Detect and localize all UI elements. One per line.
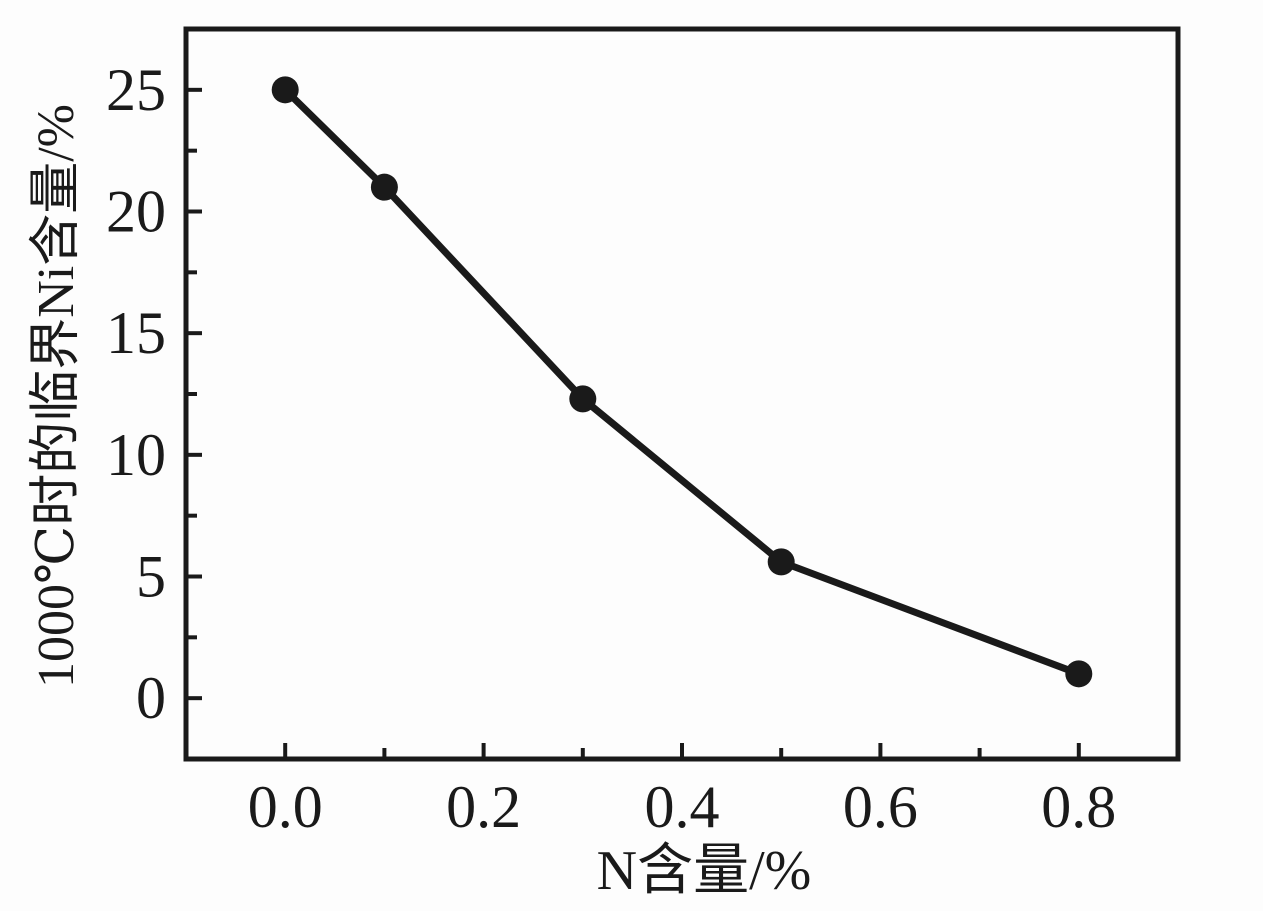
y-tick-label: 5 [136, 544, 166, 610]
y-tick-label: 0 [136, 665, 166, 731]
y-tick-label: 25 [106, 57, 166, 123]
x-tick-label: 0.8 [1041, 774, 1116, 840]
y-tick-label: 10 [106, 422, 166, 488]
data-point [1065, 660, 1093, 688]
data-point [271, 76, 299, 104]
data-point [767, 548, 795, 576]
data-point [370, 173, 398, 201]
x-tick-label: 0.0 [248, 774, 323, 840]
data-point [569, 385, 597, 413]
y-axis-label: 1000℃时的临界Ni含量/% [28, 104, 85, 688]
y-tick-label: 20 [106, 179, 166, 245]
x-axis-label: N含量/% [596, 840, 812, 902]
x-tick-label: 0.6 [843, 774, 918, 840]
plot-border [183, 26, 1181, 762]
x-tick-label: 0.4 [645, 774, 720, 840]
x-tick-label: 0.2 [446, 774, 521, 840]
y-tick-label: 15 [106, 300, 166, 366]
data-line [281, 86, 1083, 678]
